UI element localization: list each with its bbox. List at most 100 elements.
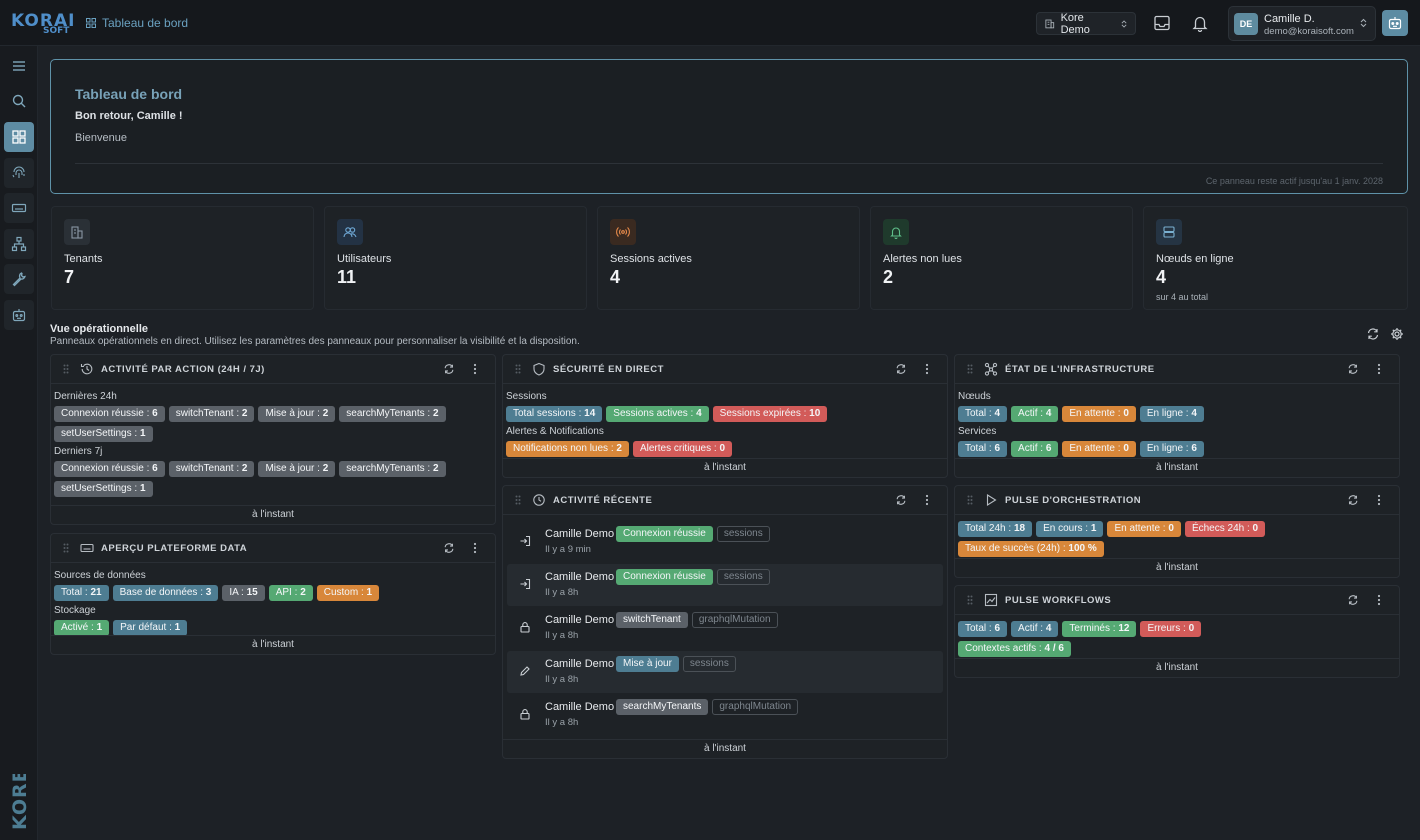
group-label: Derniers 7j (54, 446, 103, 457)
more-vertical-icon[interactable] (1377, 494, 1381, 506)
sidebar-item-dashboard[interactable] (4, 122, 34, 152)
activity-time: Il y a 8h (545, 674, 579, 685)
kpi-card-tenants[interactable]: Tenants 7 (51, 206, 314, 310)
kpi-value: 7 (64, 267, 75, 287)
tag: Activé : 1 (54, 620, 110, 636)
source-badge: sessions (716, 569, 770, 585)
line-chart-icon (984, 593, 998, 607)
drag-handle-icon[interactable] (967, 595, 973, 605)
tag: Par défaut : 1 (113, 620, 188, 636)
sidebar-item-search[interactable] (4, 86, 34, 116)
building-icon (64, 219, 90, 245)
panel-footer: à l'instant (955, 458, 1399, 477)
bell-icon[interactable] (1191, 14, 1209, 32)
panel-title: APERÇU PLATEFORME DATA (101, 543, 248, 554)
more-vertical-icon[interactable] (473, 542, 477, 554)
pencil-icon (520, 666, 530, 676)
tag-list: Connexion réussie : 6 switchTenant : 2 M… (54, 461, 454, 497)
kpi-value: 4 (1156, 267, 1167, 287)
list-item[interactable]: Camille Demo Mise à jour sessions Il y a… (507, 651, 943, 693)
tag-list: Total : 21 Base de données : 3 IA : 15 A… (54, 585, 492, 601)
more-vertical-icon[interactable] (1377, 594, 1381, 606)
kpi-card-users[interactable]: Utilisateurs 11 (324, 206, 587, 310)
more-vertical-icon[interactable] (1377, 363, 1381, 375)
shield-icon (533, 362, 545, 376)
more-vertical-icon[interactable] (925, 363, 929, 375)
user-menu[interactable]: DE Camille D. demo@koraisoft.com (1228, 6, 1376, 41)
breadcrumb[interactable]: Tableau de bord (86, 16, 188, 30)
drag-handle-icon[interactable] (515, 364, 521, 374)
activity-tags: Mise à jour sessions (616, 656, 736, 672)
tag: Total : 4 (958, 406, 1008, 422)
sidebar-item-assistant[interactable] (4, 300, 34, 330)
sidebar-toggle[interactable] (4, 51, 34, 81)
more-vertical-icon[interactable] (925, 494, 929, 506)
panel-data-platform: APERÇU PLATEFORME DATA Sources de donnée… (50, 533, 496, 655)
drag-handle-icon[interactable] (63, 364, 69, 374)
clock-icon (533, 494, 545, 506)
tag-list: Total : 6 Actif : 6 En attente : 0 En li… (958, 441, 1396, 457)
drag-handle-icon[interactable] (515, 495, 521, 505)
tag-list: Total : 6 Actif : 4 Terminés : 12 Erreur… (958, 621, 1238, 657)
list-item[interactable]: Camille Demo switchTenant graphqlMutatio… (507, 607, 943, 649)
logo-top: KORAI (11, 11, 76, 31)
kpi-card-nodes[interactable]: Nœuds en ligne 4 sur 4 au total (1143, 206, 1408, 310)
list-item[interactable]: Camille Demo Connexion réussie sessions … (507, 521, 943, 563)
activity-user: Camille Demo (545, 658, 615, 670)
more-vertical-icon[interactable] (473, 363, 477, 375)
play-icon (986, 494, 997, 506)
robot-icon (12, 309, 26, 322)
tag: Sessions expirées : 10 (712, 406, 828, 422)
sidebar-item-network[interactable] (4, 229, 34, 259)
panel-footer: à l'instant (503, 458, 947, 477)
panel-body: Sessions Total sessions : 14 Sessions ac… (506, 388, 944, 461)
kpi-card-sessions[interactable]: Sessions actives 4 (597, 206, 860, 310)
sidebar-item-devices[interactable] (4, 193, 34, 223)
kpi-card-alerts[interactable]: Alertes non lues 2 (870, 206, 1133, 310)
tag: En cours : 1 (1036, 521, 1104, 537)
tenant-selector[interactable]: Kore Demo (1036, 12, 1136, 36)
group-label: Stockage (54, 605, 96, 616)
tag: switchTenant : 2 (168, 406, 255, 422)
sidebar-item-security[interactable] (4, 158, 34, 188)
panel-title: ÉTAT DE L'INFRASTRUCTURE (1005, 364, 1155, 375)
refresh-icon[interactable] (895, 363, 907, 375)
refresh-icon[interactable] (443, 542, 455, 554)
broadcast-icon (610, 219, 636, 245)
tag-list: Activé : 1 Par défaut : 1 (54, 620, 492, 636)
gear-icon[interactable] (1390, 327, 1404, 341)
refresh-icon[interactable] (443, 363, 455, 375)
panel-footer: à l'instant (503, 739, 947, 758)
tag-list: Notifications non lues : 2 Alertes criti… (506, 441, 944, 457)
tag: setUserSettings : 1 (54, 481, 153, 497)
activity-time: Il y a 8h (545, 630, 579, 641)
sidebar-item-tools[interactable] (4, 264, 34, 294)
tag: En attente : 0 (1062, 406, 1136, 422)
logo[interactable]: KORAI SOFT (11, 11, 74, 37)
tag: Alertes critiques : 0 (632, 441, 733, 457)
activity-tags: Connexion réussie sessions (616, 569, 770, 585)
refresh-icon[interactable] (895, 494, 907, 506)
tag: Actif : 6 (1011, 441, 1059, 457)
kpi-value: 11 (337, 267, 357, 287)
panel-title: PULSE WORKFLOWS (1005, 595, 1112, 606)
tag: Actif : 4 (1011, 621, 1059, 637)
panel-body: Nœuds Total : 4 Actif : 4 En attente : 0… (958, 388, 1396, 461)
inbox-icon[interactable] (1153, 14, 1171, 32)
activity-time: Il y a 8h (545, 717, 579, 728)
list-item[interactable]: Camille Demo searchMyTenants graphqlMuta… (507, 694, 943, 736)
drag-handle-icon[interactable] (967, 495, 973, 505)
menu-icon (13, 61, 25, 71)
drag-handle-icon[interactable] (63, 543, 69, 553)
refresh-icon[interactable] (1347, 494, 1359, 506)
refresh-icon[interactable] (1347, 594, 1359, 606)
drag-handle-icon[interactable] (967, 364, 973, 374)
list-item[interactable]: Camille Demo Connexion réussie sessions … (507, 564, 943, 606)
kpi-label: Sessions actives (610, 253, 692, 265)
assistant-button[interactable] (1382, 10, 1408, 36)
kpi-label: Utilisateurs (337, 253, 392, 265)
refresh-icon[interactable] (1366, 327, 1380, 341)
refresh-icon[interactable] (1347, 363, 1359, 375)
brand-text: KORE (9, 774, 31, 830)
panel-header: APERÇU PLATEFORME DATA (51, 534, 495, 563)
